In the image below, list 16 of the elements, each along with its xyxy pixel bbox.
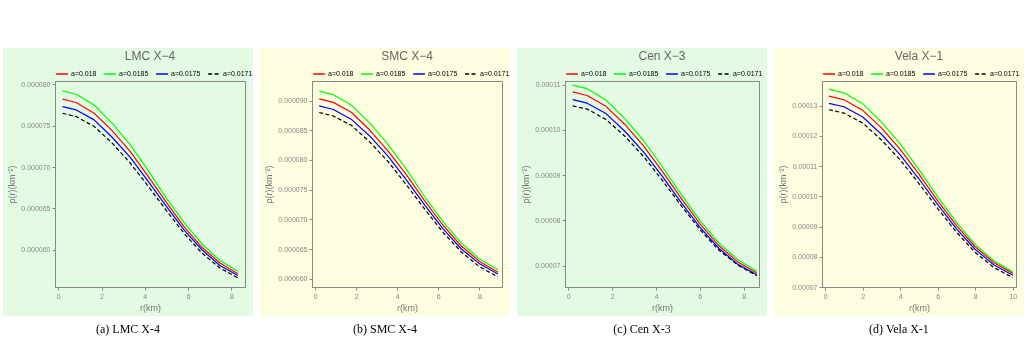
x-axis-title: r(km)	[909, 302, 930, 313]
y-axis-title: ρ(r)(km⁻²)	[264, 165, 275, 204]
text: (c) Cen X-3	[612, 322, 672, 337]
text: (a) LMC X-4	[95, 322, 161, 337]
y-axis-title: ρ(r)(km⁻²)	[778, 165, 789, 204]
y-axis-title: ρ(r)(km⁻²)	[521, 165, 532, 204]
text: (d) Vela X-1	[868, 322, 930, 337]
x-axis-title: r(km)	[140, 302, 161, 313]
x-axis-title: r(km)	[652, 302, 673, 313]
y-axis-title: ρ(r)(km⁻²)	[7, 165, 18, 204]
chart-title: Cen X−3	[638, 49, 686, 63]
chart-title: SMC X−4	[381, 49, 434, 63]
text: (b) SMC X-4	[352, 322, 418, 337]
x-axis-title: r(km)	[397, 302, 418, 313]
chart-title: Vela X−1	[894, 49, 944, 63]
chart-title: LMC X−4	[124, 49, 176, 63]
